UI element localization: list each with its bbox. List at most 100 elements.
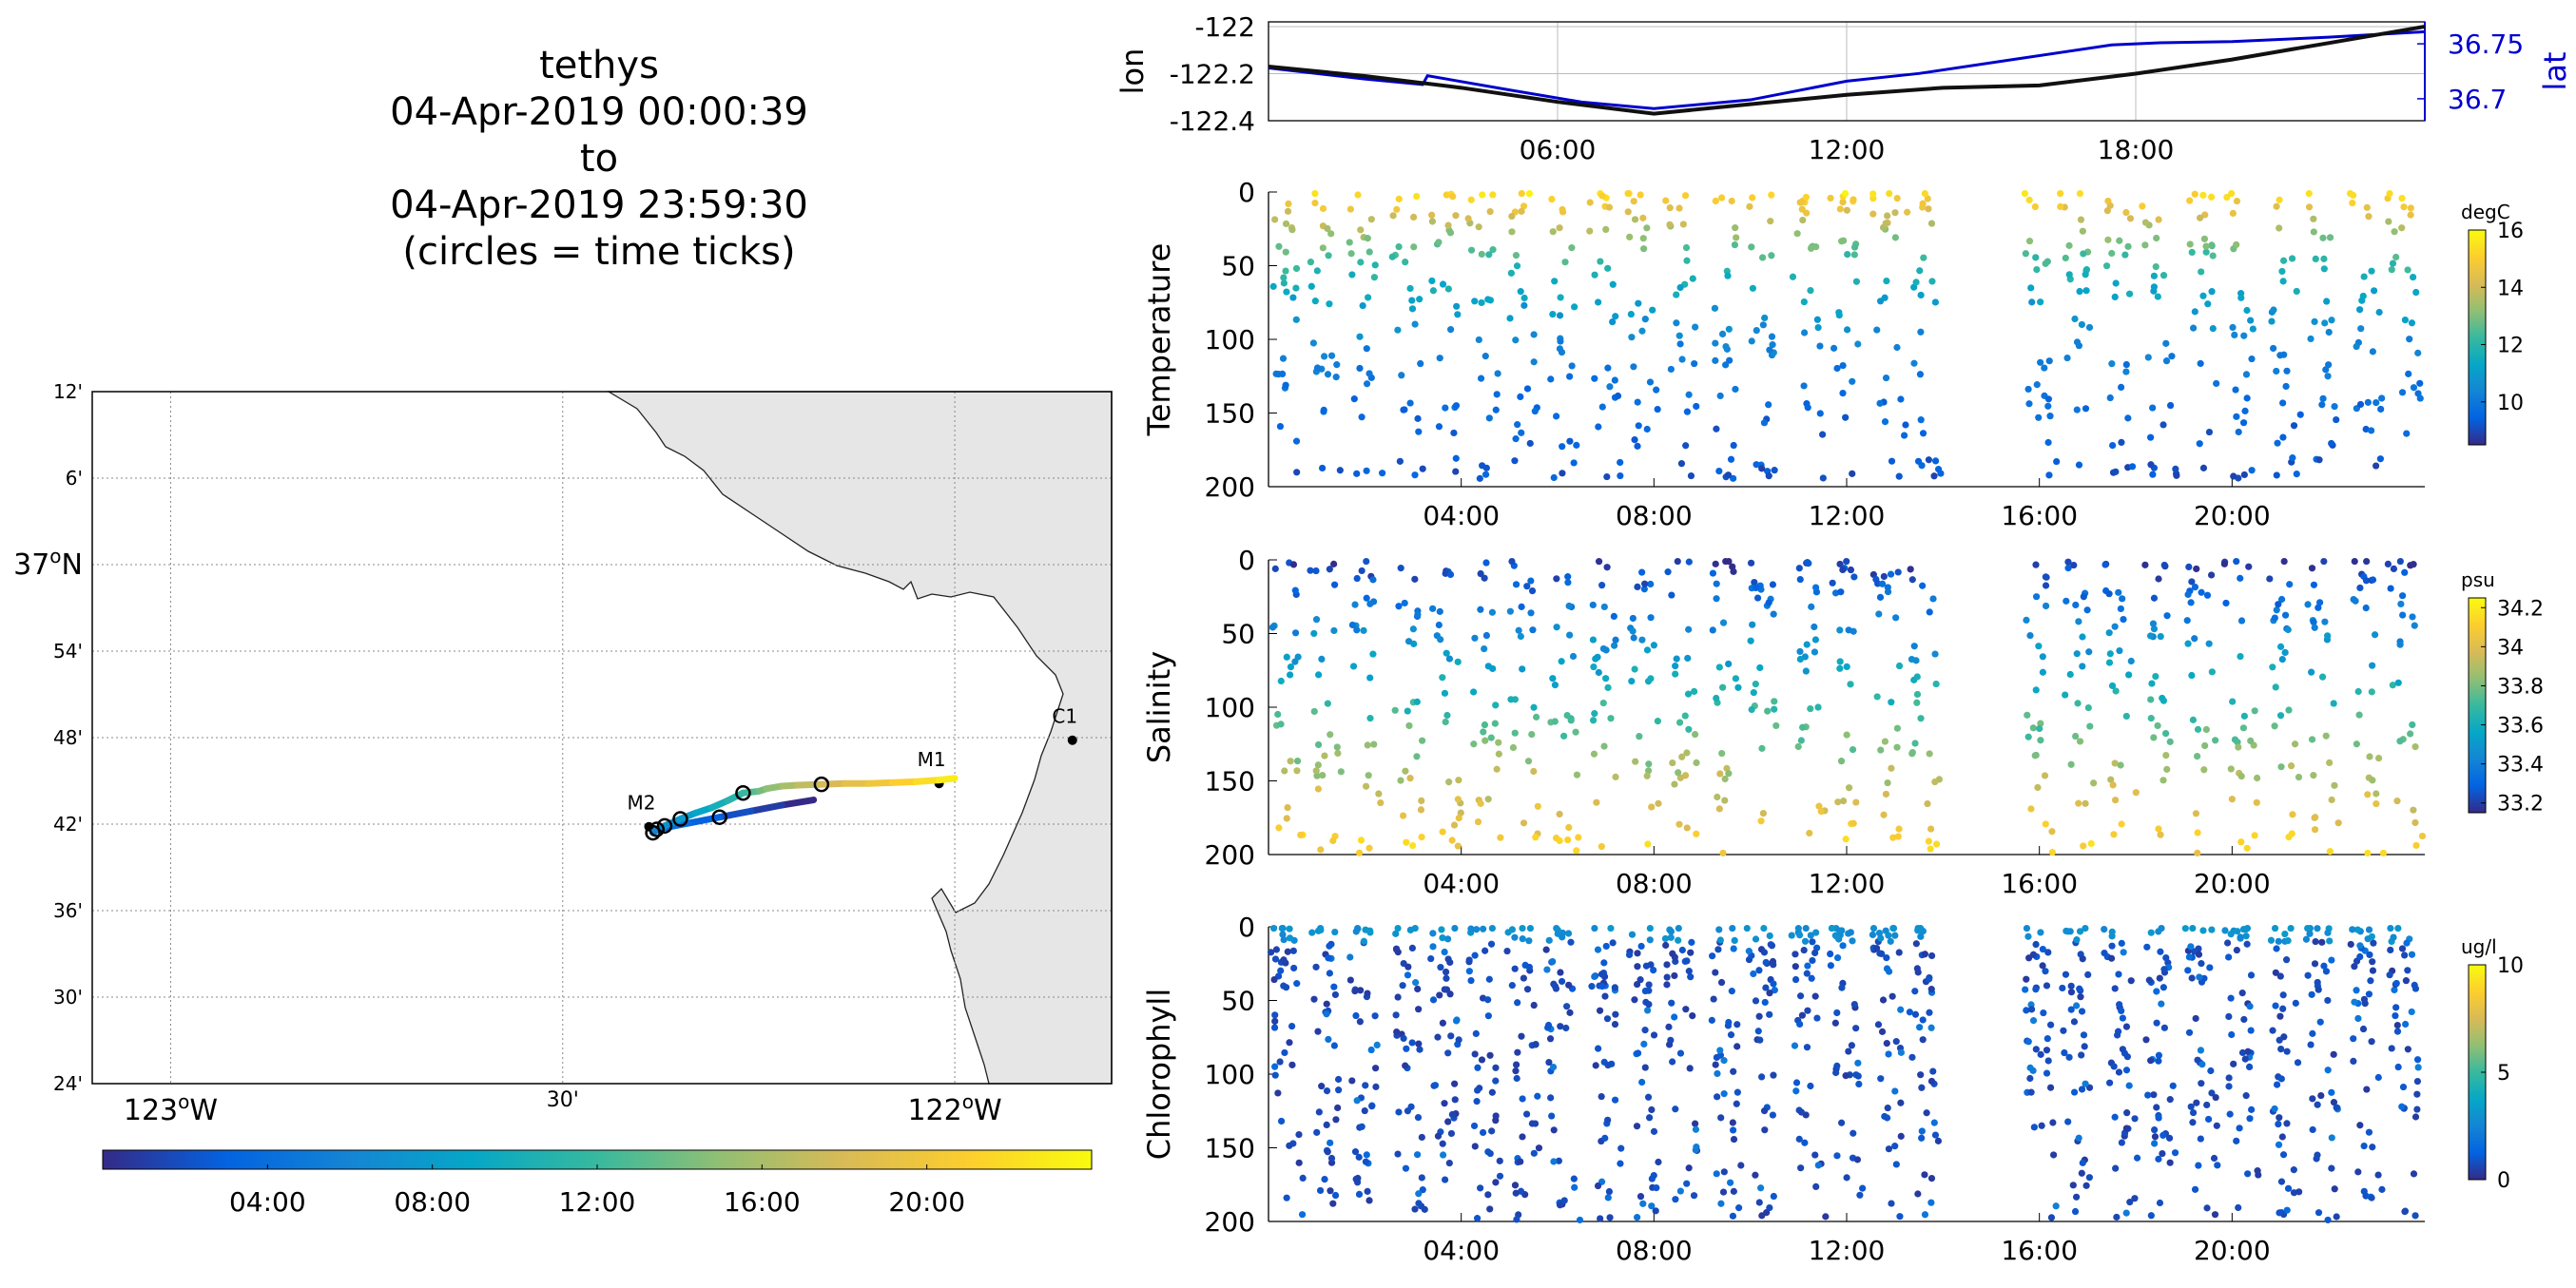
chlorophyll-data-point [2203,1101,2211,1109]
salinity-data-point [1797,737,1805,744]
salinity-data-point [2041,772,2049,779]
temperature-data-point [2078,320,2086,329]
salinity-data-point [1355,849,1364,856]
salinity-data-point [1719,849,1727,857]
chlorophyll-data-point [1712,1061,1719,1068]
chlorophyll-data-point [1606,1214,1614,1221]
temperature-data-point [1925,456,1933,464]
salinity-data-point [2150,625,2159,633]
temperature-data-point [2362,425,2370,433]
salinity-data-point [2110,831,2118,838]
chlorophyll-data-point [1876,950,1884,957]
salinity-data-point [1876,593,1885,601]
salinity-data-point [1631,665,1638,673]
chlorophyll-data-point [1444,1049,1452,1057]
salinity-data-point [1310,707,1318,716]
temperature-data-point [2173,471,2180,479]
chlorophyll-data-point [1451,924,1459,932]
salinity-data-point [1926,608,1933,616]
temperature-data-point [1428,277,1436,285]
temperature-x-tick-label: 16:00 [2001,500,2078,531]
chlorophyll-data-point [2245,1063,2254,1071]
chlorophyll-data-point [1441,986,1448,993]
chlorophyll-data-point [1645,1114,1654,1122]
chlorophyll-data-point [1641,1064,1649,1071]
temperature-data-point [1597,258,1604,265]
chlorophyll-data-point [2386,971,2393,979]
salinity-data-point [2157,831,2164,838]
temperature-data-point [1292,284,1300,292]
salinity-data-point [1675,820,1683,828]
chlorophyll-data-point [2304,971,2312,979]
chlorophyll-data-point [2212,1093,2219,1102]
salinity-data-point [1443,649,1450,657]
salinity-data-point [1283,815,1290,822]
temperature-data-point [1449,193,1457,201]
chlorophyll-data-point [1796,992,1805,1000]
chlorophyll-data-point [2040,1009,2047,1017]
temperature-data-point [1282,267,1289,275]
salinity-data-point [1366,600,1374,607]
chlorophyll-data-point [1592,1062,1599,1069]
temperature-data-point [2202,242,2210,250]
temperature-data-point [1520,202,1528,210]
temperature-data-point [2398,389,2407,396]
salinity-data-point [1471,634,1479,642]
temperature-data-point [1447,326,1455,334]
salinity-data-point [2366,753,2373,760]
chlorophyll-data-point [2404,1046,2411,1053]
salinity-data-point [2066,670,2074,679]
salinity-data-point [2266,575,2274,583]
chlorophyll-data-point [1441,1100,1448,1107]
chlorophyll-data-point [1392,945,1401,952]
chlorophyll-data-point [2394,925,2402,932]
salinity-data-point [1529,626,1537,634]
temperature-data-point [2319,394,2327,402]
chlorophyll-data-point [1885,968,1893,975]
chlorophyll-data-point [2349,926,2356,933]
chlorophyll-data-point [1604,1061,1612,1069]
chlorophyll-data-point [2324,1216,2332,1224]
temperature-data-point [1614,392,1622,400]
temperature-data-point [1766,346,1773,354]
temperature-data-point [2386,189,2393,198]
temperature-data-point [1675,204,1683,212]
temperature-data-point [1761,314,1769,322]
chlorophyll-data-point [1270,975,1278,984]
chlorophyll-data-point [2076,985,2083,992]
track-segment [864,779,896,787]
temperature-data-point [1279,355,1288,362]
salinity-data-point [1564,836,1572,844]
chlorophyll-colorbar-tick-label: 10 [2497,954,2524,978]
chlorophyll-data-point [1598,983,1606,990]
temperature-y-tick-label: 0 [1238,177,1255,208]
temperature-data-point [2346,189,2354,198]
temperature-data-point [1518,189,1525,198]
salinity-data-point [1676,774,1684,781]
chlorophyll-data-point [1828,924,1836,932]
chlorophyll-data-point [2354,1168,2362,1176]
salinity-data-point [2152,672,2160,681]
temperature-data-point [2118,438,2125,446]
temperature-data-point [2398,224,2406,232]
chlorophyll-data-point [2023,924,2031,932]
chlorophyll-data-point [2368,1038,2375,1046]
salinity-data-point [1725,557,1733,566]
salinity-data-point [1600,742,1608,750]
chlorophyll-data-point [1720,1168,1728,1176]
chlorophyll-data-point [2277,1046,2285,1053]
salinity-data-point [2087,839,2095,848]
temperature-data-point [2124,242,2132,250]
chlorophyll-data-point [1795,1135,1803,1143]
chlorophyll-data-point [1833,1009,1841,1017]
colorbar-tick-label: 20:00 [888,1186,965,1218]
salinity-data-point [1648,803,1656,811]
chlorophyll-data-point [1472,1029,1480,1037]
chlorophyll-data-point [1271,955,1280,963]
salinity-data-point [2389,682,2396,689]
chlorophyll-data-point [1685,1164,1693,1172]
chlorophyll-data-point [2032,1046,2040,1053]
chlorophyll-data-point [1672,1105,1679,1113]
chlorophyll-data-point [2276,1036,2283,1044]
temperature-data-point [1768,333,1776,340]
